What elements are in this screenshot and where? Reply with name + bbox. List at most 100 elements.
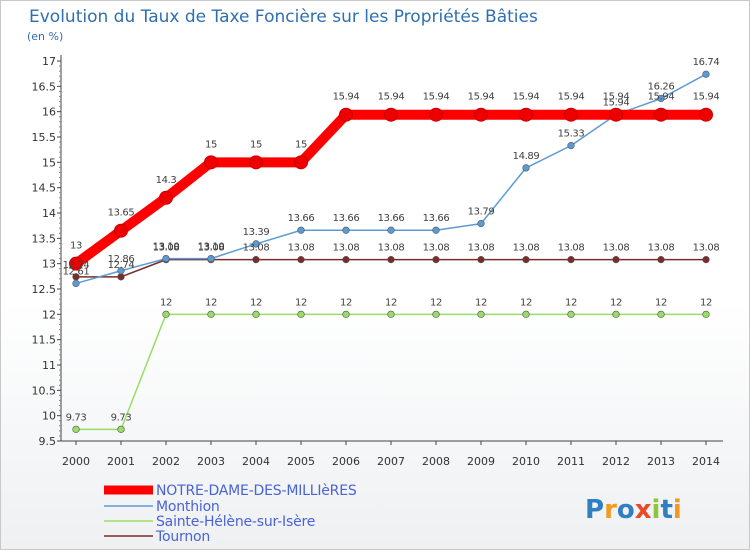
data-point-tournon: [657, 256, 665, 264]
x-tick-label: 2012: [602, 455, 630, 468]
y-tick-label: 9.5: [39, 435, 57, 448]
data-point-monthion: [657, 94, 665, 103]
data-point-sainte-helene-sur-isere: [297, 310, 305, 318]
data-point-sainte-helene-sur-isere: [702, 310, 710, 318]
data-point-notre-dame-des-millieres: [159, 190, 173, 205]
data-point-sainte-helene-sur-isere: [72, 425, 80, 433]
data-label-tournon: 13.08: [558, 243, 585, 254]
data-point-monthion: [432, 226, 440, 234]
data-point-sainte-helene-sur-isere: [477, 310, 485, 318]
data-label-tournon: 13.08: [378, 243, 405, 254]
data-label-notre-dame-des-millieres: 13: [70, 241, 82, 252]
data-point-sainte-helene-sur-isere: [162, 310, 170, 318]
y-tick-label: 17: [42, 55, 56, 68]
y-tick-label: 13.5: [32, 232, 57, 245]
y-tick-label: 14: [42, 207, 56, 220]
chart-subtitle: (en %): [27, 30, 63, 43]
logo-letter: i: [673, 495, 682, 525]
data-point-tournon: [612, 256, 620, 264]
data-point-sainte-helene-sur-isere: [657, 310, 665, 318]
data-label-notre-dame-des-millieres: 15.94: [333, 92, 360, 103]
data-point-monthion: [117, 267, 125, 275]
data-label-tournon: 13.08: [153, 243, 180, 254]
series-line-sainte-helene-sur-isere: [75, 313, 707, 431]
data-point-tournon: [702, 256, 710, 264]
data-point-notre-dame-des-millieres: [249, 155, 263, 170]
x-tick-label: 2002: [152, 455, 180, 468]
data-label-sainte-helene-sur-isere: 9.73: [66, 412, 87, 423]
data-label-sainte-helene-sur-isere: 12: [205, 297, 217, 308]
data-point-sainte-helene-sur-isere: [432, 310, 440, 318]
data-point-tournon: [477, 256, 485, 264]
data-label-monthion: 13.66: [423, 213, 450, 224]
data-label-tournon: 12.74: [108, 260, 135, 271]
data-label-notre-dame-des-millieres: 15: [250, 139, 262, 150]
x-tick-label: 2013: [647, 455, 675, 468]
data-label-notre-dame-des-millieres: 15.94: [513, 92, 540, 103]
data-label-monthion: 13.66: [333, 213, 360, 224]
data-point-notre-dame-des-millieres: [654, 107, 668, 122]
logo-letter: x: [635, 495, 652, 525]
data-label-monthion: 13.79: [468, 207, 495, 218]
data-label-tournon: 13.08: [693, 243, 720, 254]
x-tick-label: 2014: [692, 455, 720, 468]
data-label-notre-dame-des-millieres: 13.65: [108, 208, 135, 219]
data-point-tournon: [252, 256, 260, 264]
logo-letter: r: [604, 495, 617, 525]
y-tick-label: 12.5: [32, 283, 57, 296]
data-point-tournon: [342, 256, 350, 264]
data-point-monthion: [207, 255, 215, 263]
data-label-tournon: 13.08: [243, 243, 270, 254]
data-point-monthion: [342, 226, 350, 234]
data-label-tournon: 13.08: [333, 243, 360, 254]
y-tick-label: 11: [42, 359, 56, 372]
data-point-notre-dame-des-millieres: [114, 223, 128, 238]
legend-label-0: NOTRE-DAME-DES-MILLIèRES: [156, 483, 357, 499]
data-label-tournon: 13.08: [513, 243, 540, 254]
data-point-notre-dame-des-millieres: [564, 107, 578, 122]
x-tick-label: 2009: [467, 455, 495, 468]
y-tick-label: 11.5: [32, 334, 57, 347]
y-tick-label: 10.5: [32, 384, 57, 397]
data-point-notre-dame-des-millieres: [339, 107, 353, 122]
logo-letter: P: [585, 495, 604, 525]
data-point-tournon: [387, 256, 395, 264]
data-label-notre-dame-des-millieres: 15.94: [558, 92, 585, 103]
data-label-monthion: 13.10: [153, 242, 180, 253]
data-label-sainte-helene-sur-isere: 12: [700, 297, 712, 308]
data-point-monthion: [387, 226, 395, 234]
legend: NOTRE-DAME-DES-MILLIèRESMonthionSainte-H…: [104, 483, 357, 545]
y-tick-label: 10: [42, 410, 56, 423]
data-label-tournon: 13.08: [603, 243, 630, 254]
data-label-monthion: 12.86: [108, 254, 135, 265]
data-label-monthion: 14.89: [513, 151, 540, 162]
data-point-sainte-helene-sur-isere: [567, 310, 575, 318]
data-label-monthion: 15.33: [558, 129, 585, 140]
data-label-monthion: 12.61: [63, 266, 90, 277]
data-point-sainte-helene-sur-isere: [612, 310, 620, 318]
data-label-tournon: 13.08: [423, 243, 450, 254]
data-label-tournon: 13.08: [648, 243, 675, 254]
logo-letter: o: [617, 495, 635, 525]
data-point-notre-dame-des-millieres: [69, 256, 83, 271]
data-label-sainte-helene-sur-isere: 12: [160, 297, 172, 308]
data-label-monthion: 16.74: [693, 57, 720, 68]
data-label-notre-dame-des-millieres: 15.94: [378, 92, 405, 103]
legend-label-3: Tournon: [155, 529, 210, 545]
logo-letter: t: [660, 495, 672, 525]
data-point-monthion: [252, 240, 260, 248]
y-tick-label: 16.5: [32, 80, 57, 93]
chart-title: Evolution du Taux de Taxe Foncière sur l…: [29, 7, 538, 27]
data-point-tournon: [432, 256, 440, 264]
data-label-notre-dame-des-millieres: 15: [295, 139, 307, 150]
x-tick-label: 2011: [557, 455, 585, 468]
data-point-monthion: [477, 220, 485, 228]
data-point-notre-dame-des-millieres: [474, 107, 488, 122]
x-tick-label: 2004: [242, 455, 270, 468]
data-label-notre-dame-des-millieres: 15: [205, 139, 217, 150]
data-point-monthion: [702, 70, 710, 78]
data-label-tournon: 13.08: [198, 243, 225, 254]
x-tick-label: 2000: [62, 455, 90, 468]
data-label-notre-dame-des-millieres: 15.94: [693, 92, 720, 103]
